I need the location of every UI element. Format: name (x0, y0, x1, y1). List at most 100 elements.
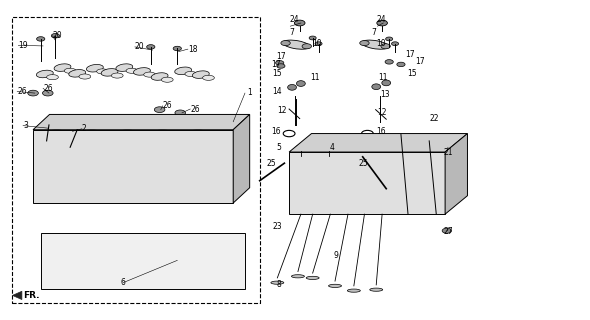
Circle shape (442, 228, 451, 233)
Circle shape (386, 37, 393, 41)
Ellipse shape (126, 68, 138, 73)
Text: 13: 13 (381, 90, 390, 99)
Text: 15: 15 (407, 69, 417, 78)
Circle shape (175, 110, 185, 116)
Text: 6: 6 (121, 278, 126, 287)
Ellipse shape (192, 71, 209, 78)
Text: 26: 26 (43, 84, 53, 93)
Bar (41, 233, 245, 289)
Circle shape (294, 20, 305, 26)
Circle shape (28, 90, 38, 96)
Text: 10: 10 (313, 39, 322, 48)
Circle shape (424, 137, 434, 142)
Ellipse shape (144, 72, 156, 77)
Ellipse shape (116, 64, 133, 71)
Ellipse shape (362, 40, 389, 49)
Circle shape (381, 44, 391, 49)
Circle shape (324, 145, 335, 151)
Ellipse shape (112, 73, 123, 78)
Ellipse shape (185, 71, 196, 76)
Ellipse shape (37, 70, 53, 78)
Text: 16: 16 (271, 127, 281, 136)
Text: 5: 5 (276, 143, 281, 152)
Circle shape (392, 42, 399, 46)
Circle shape (277, 64, 285, 68)
Circle shape (155, 107, 165, 113)
Ellipse shape (133, 68, 150, 75)
Text: 23: 23 (273, 222, 282, 231)
Ellipse shape (97, 69, 109, 74)
Text: 7: 7 (372, 28, 376, 37)
Ellipse shape (382, 80, 391, 86)
Polygon shape (33, 130, 233, 203)
Circle shape (315, 42, 322, 46)
Text: 21: 21 (443, 148, 453, 156)
Polygon shape (445, 133, 467, 214)
Polygon shape (233, 115, 250, 203)
Circle shape (385, 60, 394, 64)
Ellipse shape (54, 64, 71, 71)
Text: 11: 11 (379, 73, 388, 82)
Text: 24: 24 (289, 15, 299, 24)
Ellipse shape (47, 75, 58, 80)
Text: 18: 18 (188, 44, 198, 54)
Circle shape (302, 44, 312, 49)
Circle shape (309, 36, 316, 40)
Text: 11: 11 (310, 73, 319, 82)
Ellipse shape (79, 74, 91, 79)
Circle shape (360, 41, 369, 46)
Text: 17: 17 (416, 57, 425, 66)
Ellipse shape (202, 75, 214, 80)
Ellipse shape (306, 276, 319, 279)
Text: 8: 8 (276, 280, 281, 289)
Circle shape (397, 62, 405, 67)
Circle shape (377, 20, 388, 26)
Text: 20: 20 (135, 42, 145, 52)
Polygon shape (12, 291, 22, 300)
Ellipse shape (348, 289, 360, 292)
Circle shape (296, 145, 306, 151)
Ellipse shape (175, 67, 192, 75)
Ellipse shape (372, 84, 381, 90)
Ellipse shape (162, 77, 173, 82)
Circle shape (147, 45, 155, 49)
Text: 3: 3 (23, 121, 28, 130)
Ellipse shape (69, 69, 86, 77)
Text: 12: 12 (277, 106, 287, 115)
Text: 7: 7 (289, 28, 294, 37)
Text: 19: 19 (18, 41, 28, 50)
Polygon shape (33, 115, 250, 130)
Text: 26: 26 (163, 101, 172, 110)
Ellipse shape (86, 64, 103, 72)
Text: 17: 17 (406, 50, 415, 59)
Text: 27: 27 (443, 227, 453, 236)
Polygon shape (289, 152, 445, 214)
Text: 14: 14 (273, 87, 282, 96)
Text: 12: 12 (378, 108, 387, 117)
Ellipse shape (64, 68, 76, 73)
Text: 25: 25 (267, 159, 276, 168)
Circle shape (173, 46, 181, 51)
Ellipse shape (101, 68, 118, 76)
Text: 26: 26 (17, 87, 27, 96)
Circle shape (281, 41, 290, 46)
Text: 9: 9 (333, 251, 338, 260)
Ellipse shape (271, 281, 284, 284)
Text: 17: 17 (276, 52, 286, 61)
Circle shape (276, 60, 284, 65)
Polygon shape (289, 133, 467, 152)
Text: 26: 26 (190, 105, 200, 114)
Circle shape (51, 34, 60, 38)
Ellipse shape (370, 288, 383, 291)
Bar (12, 17, 260, 303)
Ellipse shape (329, 284, 342, 287)
Text: 4: 4 (329, 143, 334, 152)
Ellipse shape (291, 275, 304, 278)
Ellipse shape (296, 81, 305, 86)
Circle shape (432, 142, 440, 147)
Text: FR.: FR. (23, 291, 40, 300)
Text: 10: 10 (376, 39, 386, 48)
Circle shape (37, 37, 45, 41)
Circle shape (42, 90, 53, 96)
Text: 2: 2 (82, 124, 87, 133)
